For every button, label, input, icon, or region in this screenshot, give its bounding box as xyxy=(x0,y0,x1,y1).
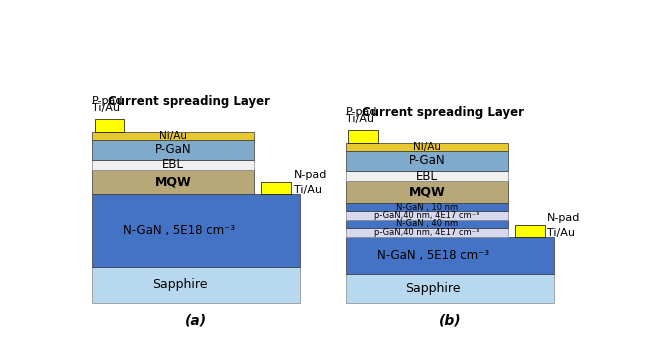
FancyBboxPatch shape xyxy=(515,225,545,237)
Text: Ni/Au: Ni/Au xyxy=(413,142,441,152)
Text: N-GaN , 5E18 cm⁻³: N-GaN , 5E18 cm⁻³ xyxy=(377,249,489,262)
FancyBboxPatch shape xyxy=(346,204,508,211)
Text: p-GaN,40 nm, 4E17 cm⁻³: p-GaN,40 nm, 4E17 cm⁻³ xyxy=(374,211,479,220)
Text: (a): (a) xyxy=(185,314,207,328)
Text: N-pad: N-pad xyxy=(548,213,581,223)
Text: Ti/Au: Ti/Au xyxy=(293,185,322,195)
FancyBboxPatch shape xyxy=(346,274,554,303)
Text: N-GaN , 5E18 cm⁻³: N-GaN , 5E18 cm⁻³ xyxy=(123,224,236,237)
Text: Ti/Au: Ti/Au xyxy=(92,103,120,113)
Text: P-pad: P-pad xyxy=(92,96,124,106)
FancyBboxPatch shape xyxy=(92,194,300,267)
Text: N-GaN , 10 nm: N-GaN , 10 nm xyxy=(396,203,458,212)
FancyBboxPatch shape xyxy=(92,267,300,303)
FancyBboxPatch shape xyxy=(348,130,377,143)
Text: p-GaN,40 nm, 4E17 cm⁻³: p-GaN,40 nm, 4E17 cm⁻³ xyxy=(374,228,479,237)
Text: N-GaN , 40 nm: N-GaN , 40 nm xyxy=(396,219,458,228)
Text: Current spreading Layer: Current spreading Layer xyxy=(362,106,524,120)
Text: Sapphire: Sapphire xyxy=(152,279,207,292)
FancyBboxPatch shape xyxy=(92,140,254,160)
Text: Ni/Au: Ni/Au xyxy=(159,131,187,141)
FancyBboxPatch shape xyxy=(346,237,554,274)
Text: Current spreading Layer: Current spreading Layer xyxy=(109,95,271,108)
Text: MQW: MQW xyxy=(155,176,191,188)
FancyBboxPatch shape xyxy=(92,170,254,194)
FancyBboxPatch shape xyxy=(346,151,508,171)
Text: (b): (b) xyxy=(439,314,461,328)
FancyBboxPatch shape xyxy=(261,182,291,194)
FancyBboxPatch shape xyxy=(94,119,124,132)
Text: Ti/Au: Ti/Au xyxy=(346,114,374,124)
FancyBboxPatch shape xyxy=(346,143,508,151)
Text: MQW: MQW xyxy=(409,186,445,199)
FancyBboxPatch shape xyxy=(92,160,254,170)
Text: Ti/Au: Ti/Au xyxy=(548,228,575,238)
FancyBboxPatch shape xyxy=(346,171,508,181)
Text: P-GaN: P-GaN xyxy=(155,143,191,156)
FancyBboxPatch shape xyxy=(346,181,508,204)
Text: EBL: EBL xyxy=(162,158,184,172)
FancyBboxPatch shape xyxy=(92,132,254,140)
Text: Sapphire: Sapphire xyxy=(405,282,461,295)
Text: EBL: EBL xyxy=(416,169,438,182)
FancyBboxPatch shape xyxy=(346,211,508,220)
Text: P-pad: P-pad xyxy=(346,107,377,117)
FancyBboxPatch shape xyxy=(346,228,508,237)
Text: N-pad: N-pad xyxy=(293,170,327,180)
FancyBboxPatch shape xyxy=(346,220,508,228)
Text: P-GaN: P-GaN xyxy=(409,154,445,167)
